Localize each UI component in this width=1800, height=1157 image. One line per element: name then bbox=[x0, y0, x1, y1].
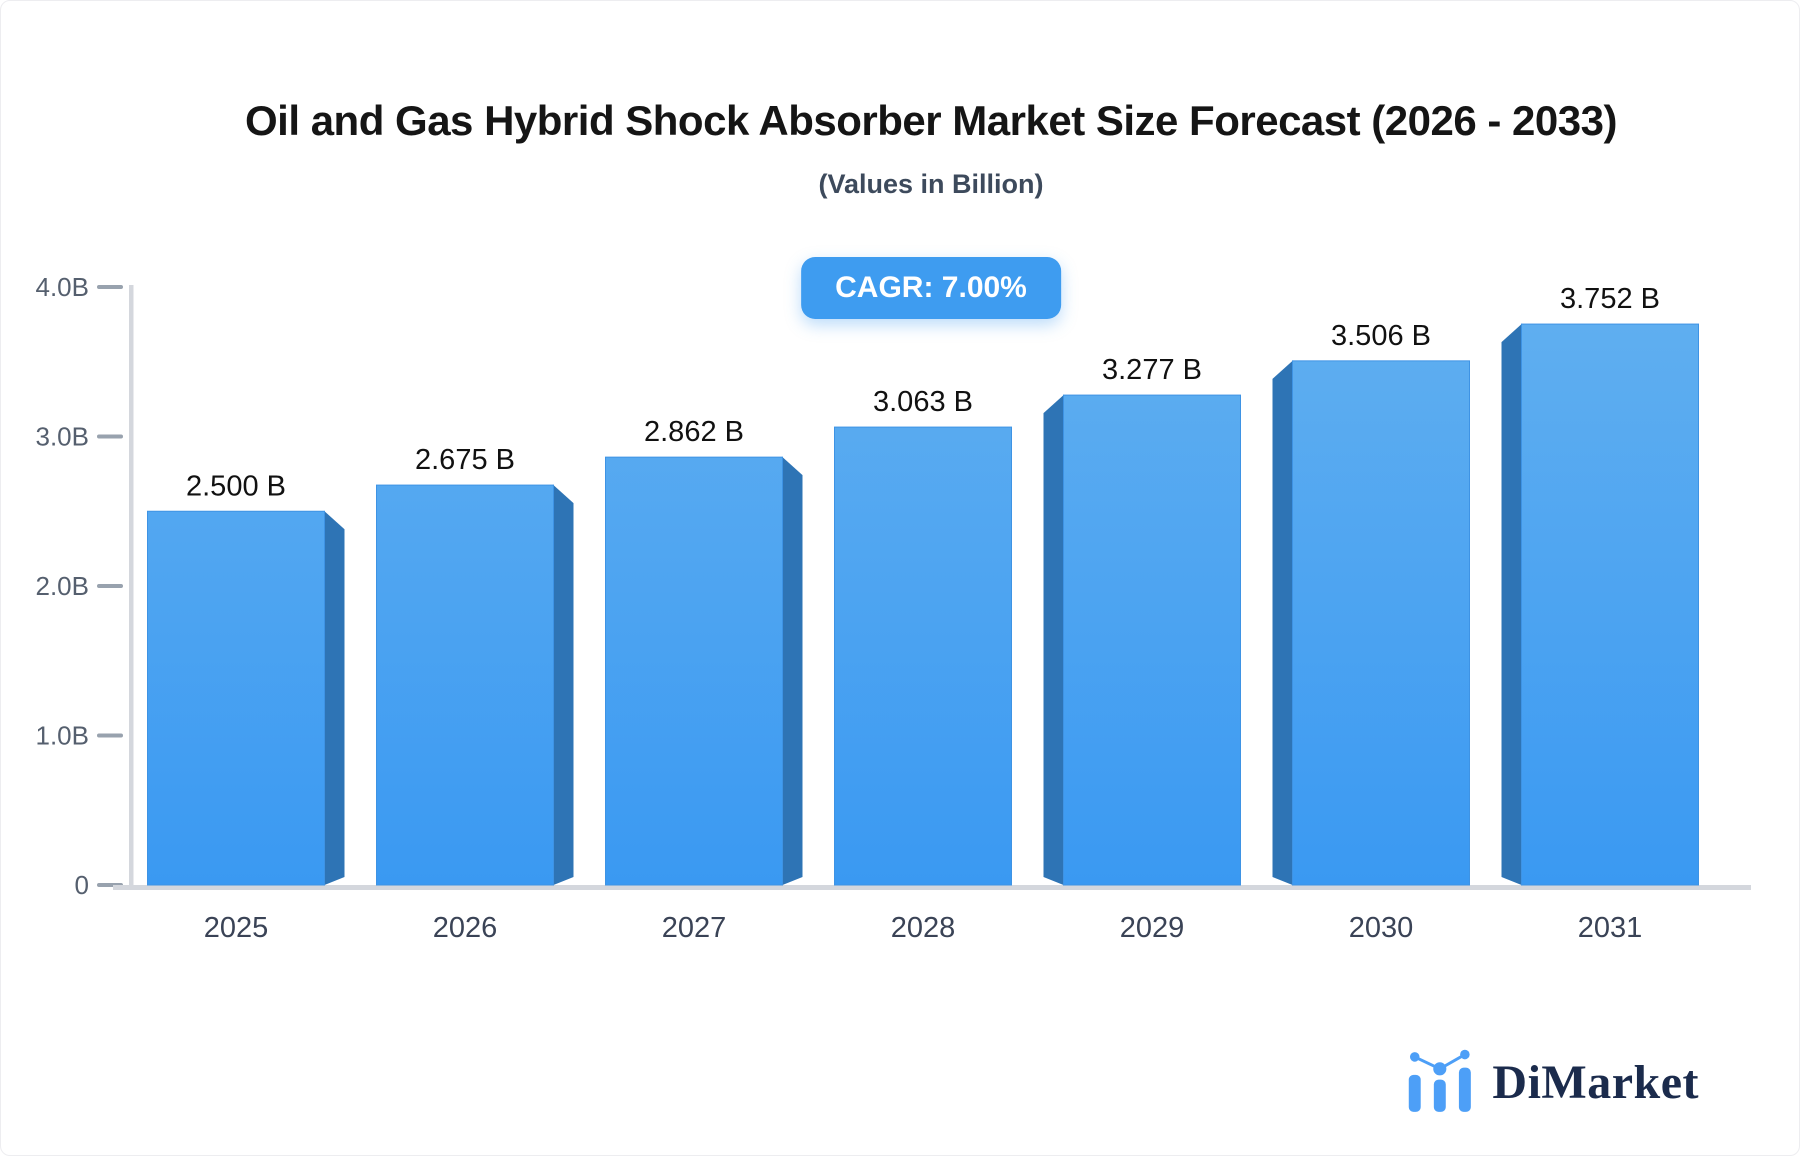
bar-2027[interactable] bbox=[605, 456, 783, 886]
bar-2030[interactable] bbox=[1292, 360, 1470, 886]
bar-2025[interactable] bbox=[147, 510, 325, 886]
x-axis-label: 2029 bbox=[1120, 912, 1185, 944]
bar-2028[interactable] bbox=[834, 426, 1012, 886]
x-axis-label: 2028 bbox=[891, 912, 956, 944]
bar-group-2028: 3.063 B 2028 bbox=[834, 386, 1012, 944]
y-axis-label: 2.0B bbox=[36, 571, 90, 601]
y-axis-line bbox=[129, 285, 134, 890]
bar-side-shade bbox=[1272, 360, 1293, 885]
y-axis-label: 4.0B bbox=[36, 272, 90, 302]
bar-value-label: 3.063 B bbox=[873, 386, 973, 418]
y-axis-label: 1.0B bbox=[36, 721, 90, 751]
bar-group-2031: 3.752 B 2031 bbox=[1501, 283, 1699, 944]
cagr-badge: CAGR: 7.00% bbox=[801, 257, 1061, 319]
bar-group-2029: 3.277 B 2029 bbox=[1043, 354, 1241, 944]
bar-group-2030: 3.506 B 2030 bbox=[1272, 320, 1470, 944]
bar-group-2025: 2.500 B 2025 bbox=[147, 470, 345, 944]
bar-2026[interactable] bbox=[376, 484, 554, 886]
bar-value-label: 3.506 B bbox=[1331, 320, 1431, 352]
x-axis-label: 2027 bbox=[662, 912, 727, 944]
dimarket-logo: DiMarket bbox=[1404, 1047, 1699, 1117]
bar-side-shade bbox=[1501, 324, 1522, 885]
bar-2029[interactable] bbox=[1063, 394, 1241, 886]
x-axis-label: 2031 bbox=[1578, 912, 1643, 944]
bar-value-label: 3.752 B bbox=[1560, 283, 1660, 315]
bar-chart-with-trendline-icon bbox=[1409, 1049, 1472, 1112]
x-axis-label: 2026 bbox=[433, 912, 498, 944]
y-axis-label: 3.0B bbox=[36, 422, 90, 452]
bar-side-shade bbox=[553, 485, 574, 885]
bar-value-label: 2.862 B bbox=[644, 416, 744, 448]
bar-side-shade bbox=[324, 511, 345, 885]
y-axis-label: 0 bbox=[75, 870, 89, 900]
bar-side-shade bbox=[782, 457, 803, 885]
bar-value-label: 3.277 B bbox=[1102, 354, 1202, 386]
x-axis-label: 2025 bbox=[204, 912, 269, 944]
x-axis-line bbox=[113, 885, 1751, 890]
bar-value-label: 2.500 B bbox=[186, 470, 286, 502]
chart-title: Oil and Gas Hybrid Shock Absorber Market… bbox=[245, 97, 1617, 144]
bar-group-2027: 2.862 B 2027 bbox=[605, 416, 803, 944]
x-axis-label: 2030 bbox=[1349, 912, 1414, 944]
bar-2031[interactable] bbox=[1521, 323, 1699, 886]
bar-group-2026: 2.675 B 2026 bbox=[376, 444, 574, 944]
bar-side-shade bbox=[1043, 395, 1064, 885]
dimarket-logo-text: DiMarket bbox=[1492, 1055, 1699, 1109]
chart-subtitle: (Values in Billion) bbox=[818, 169, 1044, 199]
bar-value-label: 2.675 B bbox=[415, 444, 515, 476]
